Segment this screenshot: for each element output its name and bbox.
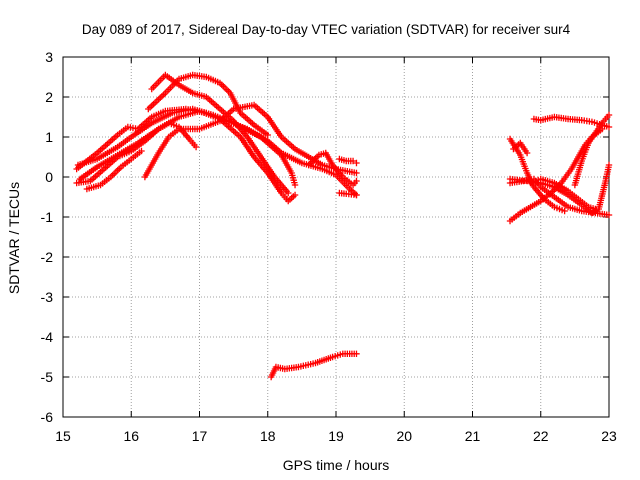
data-point	[605, 161, 613, 169]
series-track-f	[145, 71, 271, 139]
y-tick-label: 2	[45, 89, 53, 105]
series-track-l	[267, 350, 360, 381]
data-point	[605, 123, 613, 131]
data-point	[264, 131, 271, 139]
x-tick-label: 19	[328, 428, 344, 444]
data-point	[561, 207, 568, 215]
series-track-c	[73, 105, 360, 199]
y-tick-label: 0	[45, 169, 53, 185]
chart-title: Day 089 of 2017, Sidereal Day-to-day VTE…	[82, 22, 571, 37]
y-tick-label: 3	[45, 49, 53, 65]
series-track-r	[527, 175, 599, 213]
y-tick-label: -5	[41, 369, 54, 385]
series-track-d	[141, 101, 360, 181]
series-track-b	[76, 107, 299, 205]
x-tick-labels: 15 16 17 18 19 20 21 22 23	[55, 428, 617, 444]
x-tick-label: 17	[192, 428, 208, 444]
data-point	[353, 177, 360, 185]
series-track-s	[571, 111, 613, 189]
data-point	[353, 169, 360, 177]
data-point	[192, 143, 200, 151]
data-point	[605, 111, 613, 119]
y-axis-label: SDTVAR / TECUs	[6, 182, 22, 294]
y-tick-label: -4	[41, 329, 54, 345]
data-point	[285, 189, 292, 197]
series-track-t	[510, 139, 531, 157]
data-point	[353, 191, 360, 199]
x-tick-label: 22	[533, 428, 549, 444]
data-point	[605, 211, 613, 219]
y-tick-label: 1	[45, 129, 53, 145]
data-point	[138, 147, 145, 155]
data-point	[349, 157, 357, 165]
grid-lines	[63, 57, 609, 417]
y-tick-label: -6	[41, 409, 54, 425]
y-tick-label: -2	[41, 249, 54, 265]
data-point	[523, 149, 531, 157]
series-track-e	[148, 71, 292, 197]
series-track-i	[305, 149, 360, 189]
series-track-o	[506, 175, 613, 219]
series-track-p	[506, 135, 568, 215]
data-points	[73, 71, 613, 381]
x-tick-label: 23	[601, 428, 617, 444]
series-track-h	[83, 147, 145, 193]
series-track-k	[336, 189, 360, 199]
y-tick-label: -1	[41, 209, 54, 225]
x-tick-label: 18	[260, 428, 276, 444]
data-point	[291, 191, 299, 199]
x-tick-label: 16	[123, 428, 139, 444]
x-tick-label: 20	[396, 428, 412, 444]
series-track-g	[73, 119, 200, 187]
x-tick-label: 21	[465, 428, 481, 444]
data-point	[592, 205, 599, 213]
x-axis-label: GPS time / hours	[283, 457, 390, 473]
data-point	[353, 350, 360, 357]
y-tick-labels: 3 2 1 0 -1 -2 -3 -4 -5 -6	[41, 49, 54, 425]
y-tick-label: -3	[41, 289, 54, 305]
data-point	[291, 181, 299, 189]
x-tick-label: 15	[55, 428, 71, 444]
data-point	[353, 159, 360, 167]
series-track-j	[336, 155, 360, 167]
